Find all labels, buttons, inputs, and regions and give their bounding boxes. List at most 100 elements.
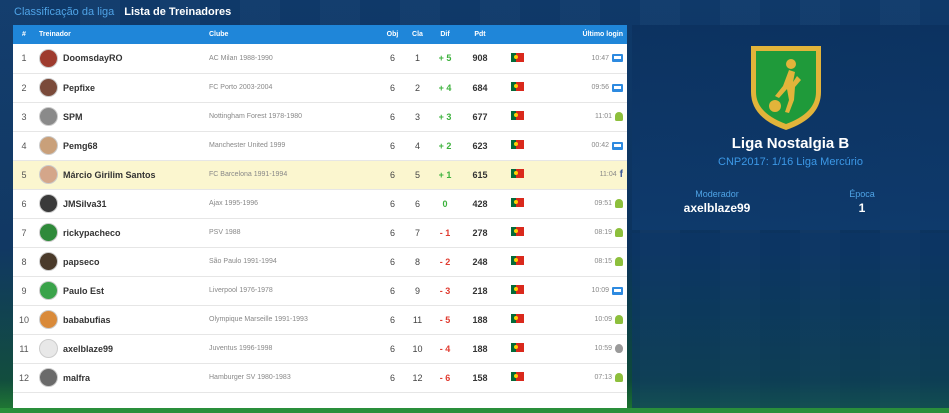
avatar[interactable]	[39, 223, 58, 242]
coach-cell[interactable]: Pepfixe	[35, 73, 205, 102]
tab-coach-list[interactable]: Lista de Treinadores	[124, 6, 232, 18]
rank-cell: 8	[21, 256, 27, 267]
rank-cell: 6	[21, 198, 27, 209]
table-row[interactable]: 9 Paulo Est Liverpool 1976-1978 6 9 - 3 218 10:…	[13, 276, 627, 305]
portugal-flag-icon	[511, 256, 524, 265]
points-cell: 188	[472, 343, 488, 354]
moderator-value[interactable]: axelblaze99	[683, 201, 751, 215]
table-row[interactable]: 8 papseco São Paulo 1991-1994 6 8 - 2 248 08:15	[13, 247, 627, 276]
rank-cell: 3	[21, 111, 27, 122]
table-row[interactable]: 1 DoomsdayRO AC Milan 1988-1990 6 1 + 5 908 10:…	[13, 44, 627, 73]
rank-cell: 10	[18, 314, 29, 325]
table-row[interactable]: 7 rickypacheco PSV 1988 6 7 - 1 278 08:19	[13, 218, 627, 247]
table-row[interactable]: 3 SPM Nottingham Forest 1978-1980 6 3 + 3 677 1…	[13, 102, 627, 131]
coach-cell[interactable]: JMSilva31	[35, 189, 205, 218]
coach-name[interactable]: malfra	[63, 372, 91, 383]
flag-cell	[500, 73, 535, 102]
flag-cell	[500, 363, 535, 392]
cla-cell: 12	[412, 372, 423, 383]
coach-cell[interactable]: rickypacheco	[35, 218, 205, 247]
avatar[interactable]	[39, 136, 58, 155]
coach-name[interactable]: DoomsdayRO	[63, 53, 123, 64]
coach-cell[interactable]: Pemg68	[35, 131, 205, 160]
coach-name[interactable]: SPM	[63, 111, 83, 122]
club-cell: FC Barcelona 1991-1994	[209, 171, 288, 178]
portugal-flag-icon	[511, 52, 524, 62]
avatar[interactable]	[39, 107, 58, 126]
cla-cell: 3	[414, 111, 420, 122]
avatar[interactable]	[39, 281, 58, 300]
login-time: 10:59	[594, 345, 612, 352]
moderator-label: Moderador	[695, 189, 739, 199]
avatar[interactable]	[39, 48, 58, 68]
tab-league-standings[interactable]: Classificação da liga	[14, 6, 115, 18]
cla-cell: 9	[414, 285, 420, 296]
header-last-login[interactable]: Último login	[582, 31, 623, 38]
login-time: 11:04	[599, 171, 617, 178]
avatar[interactable]	[39, 252, 58, 271]
cla-cell: 1	[414, 53, 420, 64]
android-icon	[615, 199, 623, 208]
table-row[interactable]: 10 bababufias Olympique Marseille 1991-199…	[13, 305, 627, 334]
table-row[interactable]: 5 Márcio Girilim Santos FC Barcelona 1991-…	[13, 160, 627, 189]
coach-cell[interactable]: Paulo Est	[35, 276, 205, 305]
rank-cell: 9	[21, 285, 27, 296]
flag-cell	[500, 247, 535, 276]
obj-cell: 6	[389, 343, 395, 354]
android-icon	[615, 315, 623, 324]
dif-cell: + 4	[438, 82, 452, 93]
avatar[interactable]	[39, 165, 58, 184]
coach-name[interactable]: bababufias	[63, 314, 111, 325]
league-subtitle-link[interactable]: CNP2017: 1/16 Liga Mercúrio	[718, 156, 863, 168]
header-cla[interactable]: Cla	[412, 31, 423, 38]
table-row[interactable]: 6 JMSilva31 Ajax 1995-1996 6 6 0 428 09:51	[13, 189, 627, 218]
avatar[interactable]	[39, 194, 58, 213]
coach-cell[interactable]: bababufias	[35, 305, 205, 334]
pitch-strip	[0, 408, 949, 413]
club-cell: AC Milan 1988-1990	[209, 54, 273, 62]
coach-name[interactable]: Pemg68	[63, 140, 98, 151]
portugal-flag-icon	[511, 169, 524, 178]
obj-cell: 6	[389, 82, 395, 93]
coach-cell[interactable]: Márcio Girilim Santos	[35, 160, 205, 189]
header-club[interactable]: Clube	[209, 31, 229, 38]
table-row[interactable]: 4 Pemg68 Manchester United 1999 6 4 + 2 623 00:…	[13, 131, 627, 160]
avatar[interactable]	[39, 368, 58, 387]
coach-cell[interactable]: DoomsdayRO	[35, 44, 205, 73]
login-time: 08:19	[594, 229, 612, 236]
cla-cell: 10	[412, 343, 423, 354]
coach-cell[interactable]: malfra	[35, 363, 205, 392]
coach-name[interactable]: Márcio Girilim Santos	[63, 169, 156, 180]
header-obj[interactable]: Obj	[386, 31, 399, 38]
flag-cell	[500, 44, 535, 73]
portugal-flag-icon	[511, 140, 524, 149]
coach-name[interactable]: papseco	[63, 256, 100, 267]
avatar[interactable]	[39, 78, 58, 97]
coach-cell[interactable]: axelblaze99	[35, 334, 205, 363]
login-time: 09:51	[594, 200, 612, 207]
last-login-cell: 10:09	[535, 305, 627, 334]
header-pts[interactable]: Pdt	[474, 31, 486, 38]
coach-name[interactable]: Pepfixe	[63, 82, 96, 93]
coach-name[interactable]: axelblaze99	[63, 343, 114, 354]
last-login-cell: 00:42	[535, 131, 627, 160]
header-coach[interactable]: Treinador	[39, 31, 71, 38]
login-time: 10:47	[591, 54, 609, 62]
cla-cell: 5	[414, 169, 420, 180]
coach-cell[interactable]: SPM	[35, 102, 205, 131]
monitor-icon	[612, 141, 623, 150]
header-dif[interactable]: Dif	[440, 31, 450, 38]
club-cell: São Paulo 1991-1994	[209, 258, 277, 265]
coach-cell[interactable]: papseco	[35, 247, 205, 276]
coach-name[interactable]: JMSilva31	[63, 198, 107, 209]
portugal-flag-icon	[511, 82, 524, 91]
coach-name[interactable]: rickypacheco	[63, 227, 121, 238]
table-row[interactable]: 12 malfra Hamburger SV 1980-1983 6 12 - 6 158 0…	[13, 363, 627, 392]
avatar[interactable]	[39, 339, 58, 358]
avatar[interactable]	[39, 310, 58, 329]
coach-name[interactable]: Paulo Est	[63, 285, 105, 296]
dif-cell: 0	[442, 198, 448, 209]
table-row[interactable]: 2 Pepfixe FC Porto 2003-2004 6 2 + 4 684 09:56	[13, 73, 627, 102]
header-rank[interactable]: #	[22, 31, 26, 38]
table-row[interactable]: 11 axelblaze99 Juventus 1996-1998 6 10 - 4 188…	[13, 334, 627, 363]
